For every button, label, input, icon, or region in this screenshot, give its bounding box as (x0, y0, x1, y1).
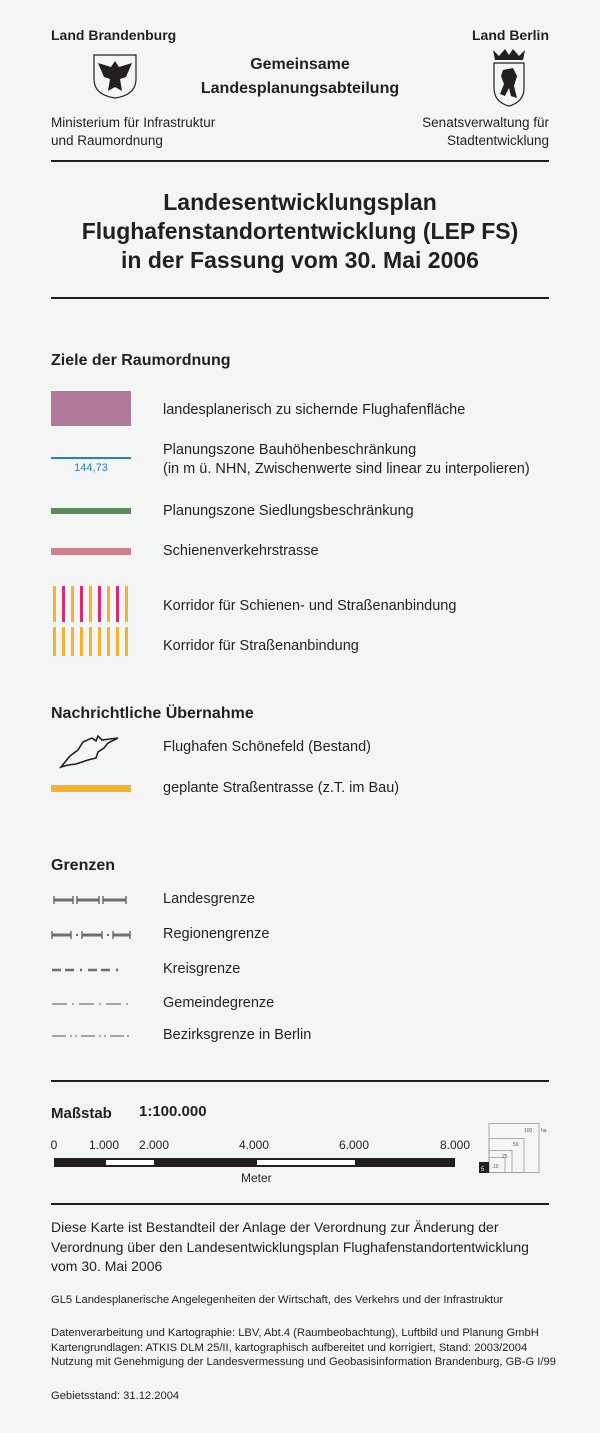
legend-label: Bezirksgrenze in Berlin (163, 1027, 312, 1043)
corridor-swatches (53, 586, 128, 656)
area-label: 100 (524, 1128, 533, 1134)
scale-tick: 8.000 (439, 1138, 471, 1152)
brandenburg-ministry: Ministerium für Infrastruktur und Raumor… (51, 114, 215, 150)
note-line-2: Verordnung über den Landesentwicklungspl… (51, 1238, 529, 1255)
document-title: Landesentwicklungsplan Flughafenstandort… (0, 188, 600, 275)
legend-label: Regionengrenze (163, 926, 270, 942)
legend-label: geplante Straßentrasse (z.T. im Bau) (163, 780, 400, 796)
divider (51, 1080, 549, 1082)
title-line-1: Landesentwicklungsplan (163, 189, 437, 215)
gl5-note: GL5 Landesplanerische Angelegenheiten de… (51, 1294, 504, 1306)
boundary-line-samples (51, 896, 131, 1037)
section-heading-nachrichtlich: Nachrichtliche Übernahme (51, 705, 254, 722)
berlin-senate: Senatsverwaltung für Stadtentwicklung (422, 114, 549, 150)
credits-line-3: Nutzung mit Genehmigung der Landesvermes… (51, 1356, 556, 1368)
senate-line-2: Stadtentwicklung (446, 133, 549, 148)
ministry-line-2: und Raumordnung (51, 133, 163, 148)
legend-label: Flughafen Schönefeld (Bestand) (163, 739, 371, 755)
height-value: 144,73 (74, 462, 108, 474)
brandenburg-title: Land Brandenburg (51, 27, 177, 43)
section-heading-grenzen: Grenzen (51, 857, 116, 874)
ordinance-note: Diese Karte ist Bestandteil der Anlage d… (51, 1218, 529, 1277)
settlement-zone-line (51, 508, 131, 514)
road-corridor-pattern (53, 627, 128, 656)
scale-tick: 6.000 (338, 1138, 370, 1152)
airport-outline-icon (58, 734, 119, 769)
scale-ratio: 1:100.000 (139, 1103, 207, 1120)
scale-unit: Meter (241, 1171, 272, 1185)
scale-tick: 1.000 (88, 1138, 120, 1152)
scale-bar-segment (257, 1160, 355, 1165)
divider (51, 297, 549, 299)
legend-label: Schienenverkehrstrasse (163, 543, 319, 559)
rail-road-corridor-pattern (53, 586, 128, 622)
legend-label: Planungszone Bauhöhenbeschränkung (in m … (163, 441, 530, 479)
legend-label: Landesgrenze (163, 891, 255, 907)
airport-area-swatch (51, 391, 131, 426)
scale-label: Maßstab (51, 1105, 112, 1122)
area-reference-squares: 5 10 25 50 100 ha (479, 1123, 547, 1173)
gl-title-2: Landesplanungsabteilung (200, 80, 400, 97)
credits: Datenverarbeitung und Kartographie: LBV,… (51, 1326, 556, 1370)
height-zone-line (51, 457, 131, 459)
area-label: 25 (502, 1154, 508, 1160)
divider (51, 160, 549, 162)
area-label: 50 (513, 1142, 519, 1148)
region-boundary-line (51, 931, 131, 939)
area-status: Gebietsstand: 31.12.2004 (51, 1390, 180, 1402)
legend-label: Planungszone Siedlungsbeschränkung (163, 503, 414, 519)
scale-bar (54, 1158, 455, 1167)
legend-label: Korridor für Straßenanbindung (163, 638, 359, 654)
scale-tick: 4.000 (238, 1138, 270, 1152)
area-label: 10 (493, 1164, 499, 1170)
legend-label-line-1: Planungszone Bauhöhenbeschränkung (163, 442, 417, 458)
brandenburg-eagle-icon (93, 54, 137, 99)
credits-line-2: Kartengrundlagen: ATKIS DLM 25/II, karto… (51, 1341, 528, 1354)
senate-line-1: Senatsverwaltung für (422, 115, 549, 130)
rail-route-line (51, 548, 131, 555)
ministry-line-1: Ministerium für Infrastruktur (51, 115, 216, 130)
berlin-bear-icon (493, 49, 525, 107)
state-boundary-line (53, 896, 127, 904)
planned-road-line (51, 785, 131, 792)
note-line-1: Diese Karte ist Bestandteil der Anlage d… (51, 1219, 499, 1235)
area-unit: ha (541, 1128, 547, 1134)
scale-tick: 2.000 (138, 1138, 170, 1152)
legend-label: Kreisgrenze (163, 961, 241, 977)
note-line-3: vom 30. Mai 2006 (51, 1258, 163, 1274)
credits-line-1: Datenverarbeitung und Kartographie: LBV,… (51, 1327, 539, 1339)
divider (51, 1203, 549, 1205)
gl-title: Gemeinsame Landesplanungsabteilung (0, 53, 600, 101)
gl-title-1: Gemeinsame (250, 56, 350, 73)
scale-tick: 0 (50, 1138, 58, 1152)
title-line-2: Flughafenstandortentwicklung (LEP FS) (81, 218, 519, 244)
section-heading-ziele: Ziele der Raumordnung (51, 352, 231, 369)
legend-label: Korridor für Schienen- und Straßenanbind… (163, 598, 457, 614)
legend-label-line-2: (in m ü. NHN, Zwischenwerte sind linear … (163, 461, 530, 477)
area-label: 5 (481, 1167, 485, 1173)
berlin-title: Land Berlin (471, 27, 549, 43)
legend-label: Gemeindegrenze (163, 995, 275, 1011)
legend-label: landesplanerisch zu sichernde Flughafenf… (163, 402, 466, 418)
title-line-3: in der Fassung vom 30. Mai 2006 (121, 247, 479, 273)
scale-bar-segment (106, 1160, 154, 1165)
